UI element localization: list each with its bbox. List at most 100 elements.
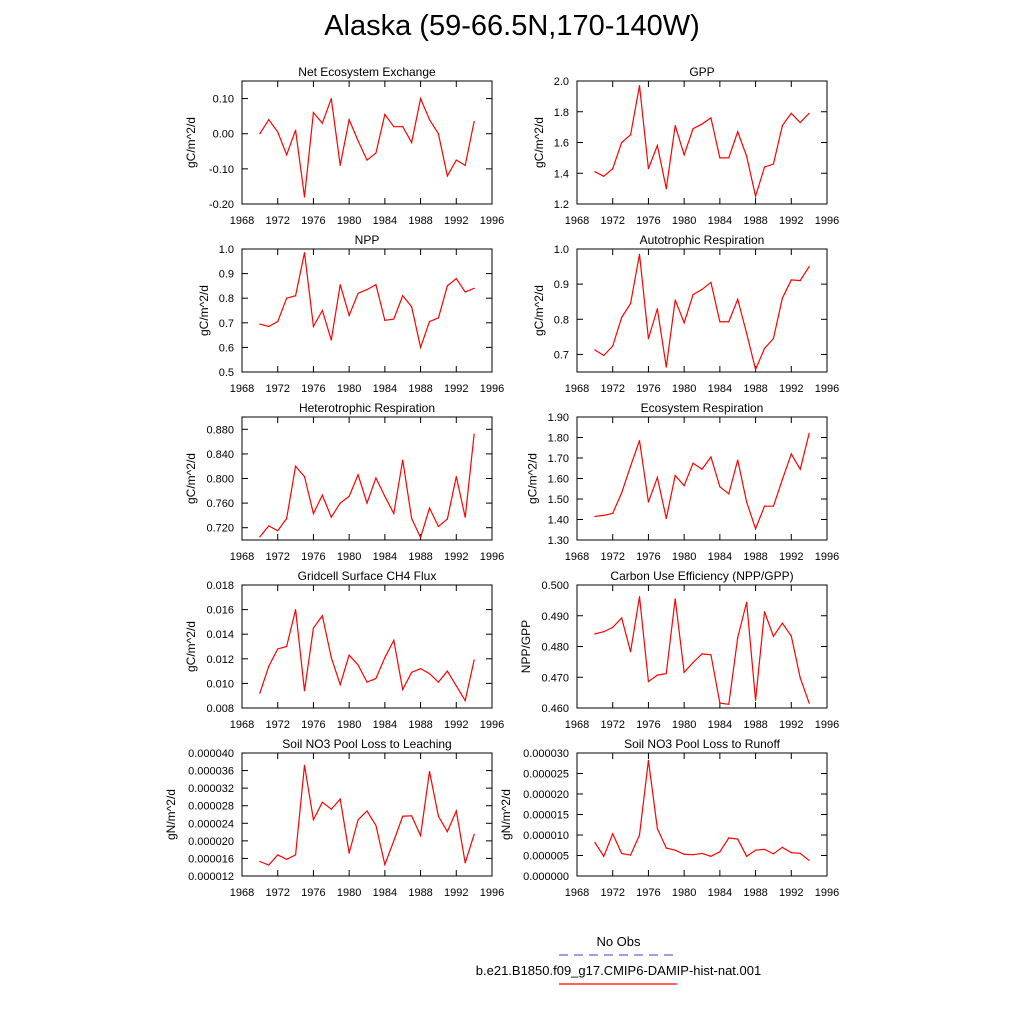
panel-2-xtick-label-0: 1968: [230, 383, 254, 395]
panel-1-data-point-8: [665, 188, 667, 190]
panel-7-xtick-label-6: 1992: [779, 719, 803, 731]
panel-2-data-point-17: [411, 306, 413, 308]
panel-9-xtick-label-2: 1976: [636, 887, 660, 899]
panel-5-xtick-label-7: 1996: [815, 551, 839, 563]
panel-5-data-point-3: [621, 492, 623, 494]
panel-8-data-point-10: [348, 852, 350, 854]
panel-8-data-point-7: [321, 801, 323, 803]
panel-4-xtick-label-4: 1984: [373, 551, 397, 563]
panel-5-xtick-label-2: 1976: [636, 551, 660, 563]
panel-9-data-point-20: [772, 853, 775, 855]
panel-9-data-point-7: [656, 827, 658, 830]
panel-1-ytick-label-4: 2.0: [554, 76, 569, 88]
panel-4-ytick-label-1: 0.760: [206, 498, 234, 510]
panel-7-data-point-11: [692, 661, 694, 664]
panel-1-xtick-label-6: 1992: [779, 215, 803, 227]
panel-9-data-point-11: [692, 854, 694, 856]
panel-4-data-point-17: [411, 517, 413, 520]
panel-2-data-point-18: [419, 346, 422, 348]
panel-3-xtick-label-1: 1972: [600, 383, 624, 395]
panel-0-data-point-3: [286, 154, 288, 156]
panel-7-data-point-2: [612, 626, 614, 629]
panel-2-xtick-label-6: 1992: [444, 383, 468, 395]
panel-5-data-point-12: [701, 468, 703, 470]
panel-4-data-point-16: [402, 459, 404, 461]
panel-5-data-point-0: [594, 515, 596, 518]
panel-3-data-point-8: [665, 366, 667, 368]
panel-2-series-line-0: [259, 252, 475, 350]
panel-6-data-point-11: [357, 664, 359, 666]
panel-0-series-line-0: [259, 96, 475, 198]
panel-7-xtick-label-3: 1980: [672, 719, 696, 731]
panel-5-data-point-9: [674, 474, 676, 477]
panel-3-data-point-20: [772, 338, 775, 340]
panel-4-data-point-5: [303, 476, 306, 478]
panel-4-series-line-0: [259, 434, 475, 540]
panel-6-ytick-label-0: 0.008: [206, 703, 234, 715]
panel-6-xtick-label-2: 1976: [301, 719, 325, 731]
panel-8-data-point-23: [464, 862, 466, 864]
panel-0-data-point-13: [375, 152, 377, 154]
panel-0-data-point-9: [339, 164, 341, 166]
panel-1-xtick-label-7: 1996: [815, 215, 839, 227]
panel-5-xtick-label-5: 1988: [743, 551, 767, 563]
panel-4-xtick-label-7: 1996: [480, 551, 504, 563]
panel-5-xtick-label-6: 1992: [779, 551, 803, 563]
panel-7-data-point-24: [808, 702, 810, 704]
panel-3-data-point-15: [728, 321, 730, 323]
panel-5-data-point-24: [808, 432, 810, 434]
panel-6-data-point-21: [446, 670, 448, 672]
panel-3-data-point-2: [612, 345, 614, 347]
panel-6-xtick-label-7: 1996: [480, 719, 504, 731]
panel-5-data-point-19: [763, 505, 766, 507]
panel-2-data-point-14: [384, 319, 386, 321]
panel-4-data-point-13: [375, 477, 377, 479]
panel-6-title: Gridcell Surface CH4 Flux: [298, 569, 437, 583]
panel-7-data-point-21: [781, 622, 783, 624]
panel-8-xtick-label-2: 1976: [301, 887, 325, 899]
panel-0-data-point-18: [419, 97, 422, 100]
panel-0-data-point-12: [366, 159, 368, 161]
panel-7-frame: [576, 584, 828, 709]
panel-2-data-point-24: [473, 287, 475, 289]
panel-5-ytick-label-4: 1.70: [548, 453, 569, 465]
figure-title: Alaska (59-66.5N,170-140W): [324, 10, 700, 42]
panel-0-data-point-22: [455, 159, 457, 161]
panel-2-xtick-label-5: 1988: [408, 383, 432, 395]
panel-0-xtick-label-5: 1988: [408, 215, 432, 227]
panel-1-xtick-label-5: 1988: [743, 215, 767, 227]
panel-7-data-point-19: [763, 611, 766, 613]
panel-7-data-point-22: [790, 635, 792, 637]
panel-8-data-point-0: [259, 860, 261, 863]
panel-4-data-point-20: [437, 525, 440, 528]
panel-1-data-point-9: [674, 124, 676, 127]
panel-2-ytick-label-3: 0.8: [219, 293, 234, 305]
panel-6-data-point-7: [321, 615, 323, 617]
panel-9-xtick-label-5: 1988: [743, 887, 767, 899]
panel-3-xtick-label-7: 1996: [815, 383, 839, 395]
panel-7-xtick-label-5: 1988: [743, 719, 767, 731]
panel-2-data-point-11: [357, 292, 359, 294]
panel-1-data-point-4: [629, 134, 632, 136]
panel-9-ylabel: gN/m^2/d: [499, 789, 513, 840]
panel-5-data-point-10: [683, 485, 685, 487]
panel-1-data-point-6: [647, 168, 650, 170]
panel-8-data-point-6: [312, 819, 315, 821]
panel-4-data-point-3: [286, 517, 288, 520]
panel-0-data-point-15: [393, 126, 395, 128]
panel-7-data-point-14: [719, 702, 721, 704]
panel-6-data-point-4: [294, 609, 297, 611]
panel-9-data-point-21: [781, 846, 783, 848]
panel-3-data-point-17: [746, 332, 748, 334]
panel-8-ytick-label-0: 0.000012: [188, 871, 234, 883]
panel-6-data-point-1: [268, 665, 270, 667]
panel-8-data-point-4: [294, 854, 297, 856]
panel-6-data-point-15: [393, 639, 395, 641]
panel-8-series-line-0: [259, 765, 475, 867]
panel-9-ytick-label-0: 0.000000: [523, 871, 569, 883]
panel-1-ytick-label-3: 1.8: [554, 107, 569, 119]
panel-2-xtick-label-3: 1980: [337, 383, 361, 395]
panel-2-ytick-label-0: 0.5: [219, 367, 234, 379]
panel-4-data-point-18: [419, 536, 422, 539]
panel-6-data-point-3: [286, 645, 288, 648]
